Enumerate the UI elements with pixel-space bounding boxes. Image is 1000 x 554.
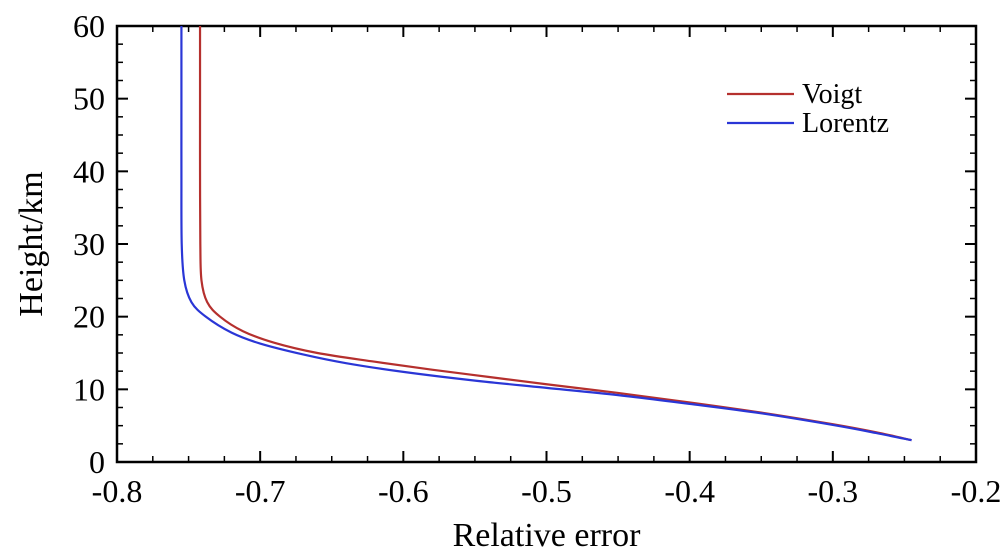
series-line-lorentz	[180, 25, 912, 442]
x-tick-label: -0.2	[951, 473, 1000, 509]
series-lines	[180, 25, 912, 442]
y-tick-label: 0	[89, 444, 105, 480]
x-tick-label: -0.3	[808, 473, 859, 509]
y-tick-label: 30	[73, 226, 105, 262]
x-tick-label: -0.4	[664, 473, 715, 509]
x-axis: -0.8 -0.7 -0.6 -0.5 -0.4 -0.3 -0.2	[92, 26, 1000, 509]
y-tick-label: 50	[73, 81, 105, 117]
y-tick-label: 60	[73, 8, 105, 44]
x-tick-label: -0.8	[92, 473, 143, 509]
y-axis: 0 10 20 30 40 50 60	[73, 8, 976, 480]
y-tick-label: 20	[73, 299, 105, 335]
legend-label-lorentz: Lorentz	[802, 108, 889, 139]
x-tick-label: -0.6	[378, 473, 429, 509]
x-tick-label: -0.5	[521, 473, 572, 509]
y-tick-label: 10	[73, 371, 105, 407]
y-tick-label: 40	[73, 153, 105, 189]
x-axis-title: Relative error	[453, 517, 642, 554]
y-axis-title: Height/km	[13, 171, 50, 316]
legend-label-voigt: Voigt	[802, 79, 862, 110]
x-tick-label: -0.7	[235, 473, 286, 509]
